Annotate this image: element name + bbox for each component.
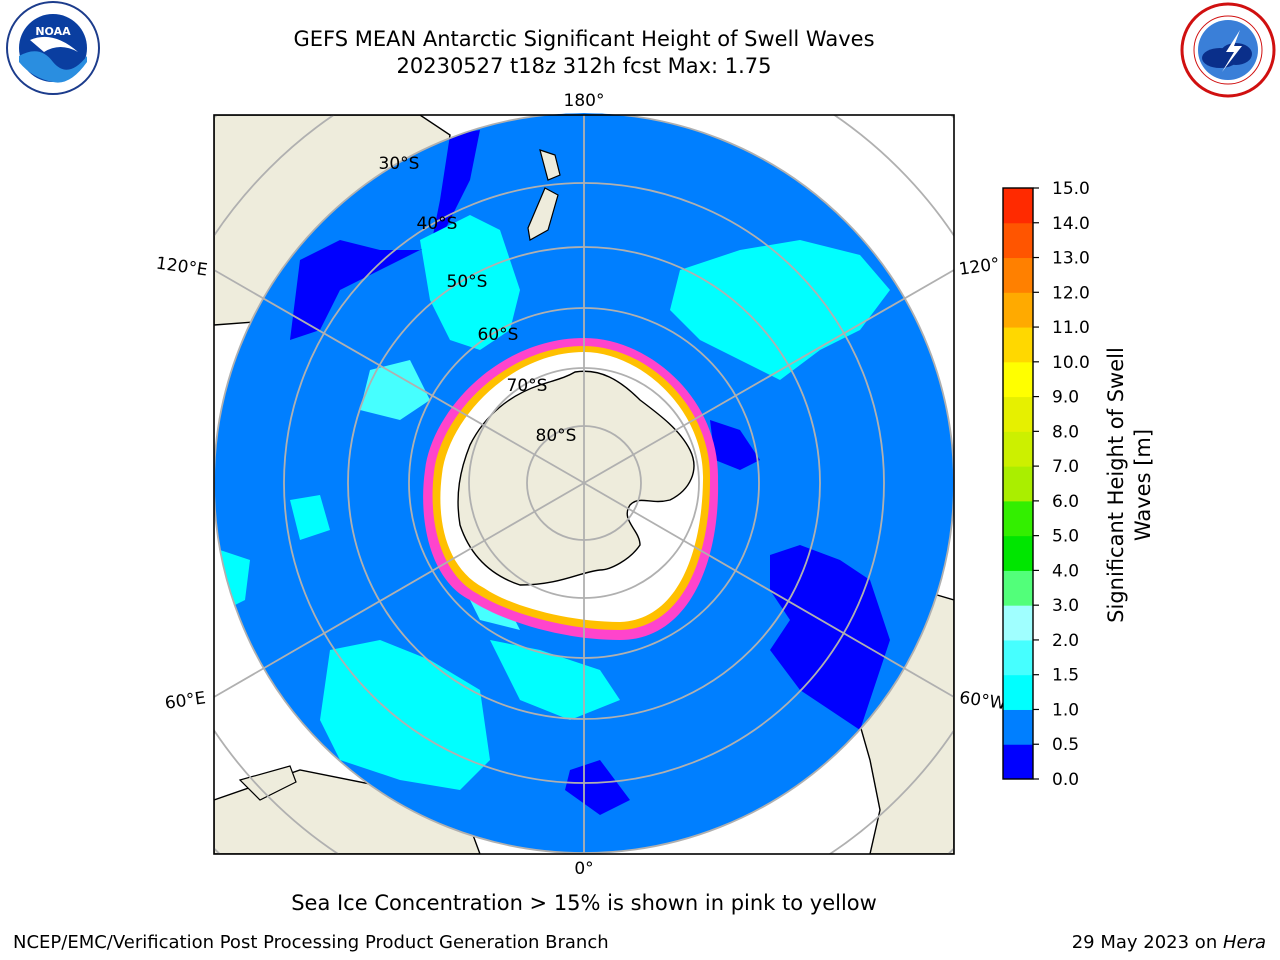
colorbar-tick-label: 7.0 (1052, 457, 1079, 477)
colorbar-tick-label: 14.0 (1052, 214, 1090, 234)
colorbar-tick-label: 0.0 (1052, 770, 1079, 790)
map-frame (213, 114, 955, 855)
colorbar-swatch (1003, 500, 1033, 537)
colorbar-tick-label: 12.0 (1052, 283, 1090, 303)
colorbar-tick-label: 1.5 (1052, 666, 1079, 686)
colorbar-label-line2: Waves [m] (1131, 429, 1155, 541)
colorbar-tick-label: 13.0 (1052, 249, 1090, 269)
colorbar-swatch (1003, 222, 1033, 259)
colorbar-frame (1002, 187, 1034, 780)
footer-credit: NCEP/EMC/Verification Post Processing Pr… (13, 932, 609, 953)
colorbar-tick-label: 15.0 (1052, 179, 1090, 199)
colorbar-swatch (1003, 535, 1033, 571)
colorbar-tick-label: 2.0 (1052, 631, 1079, 651)
noaa-logo-text: NOAA (35, 25, 71, 38)
lat-label-40s: 40°S (417, 214, 458, 234)
colorbar-swatch (1003, 257, 1033, 293)
noaa-logo: NOAA (6, 1, 100, 95)
colorbar-tick-label: 4.0 (1052, 561, 1079, 581)
colorbar-swatch (1003, 709, 1033, 745)
nws-logo (1180, 2, 1276, 98)
footer-date: 29 May 2023 on Hera (1072, 932, 1266, 953)
colorbar-tick-label: 1.0 (1052, 700, 1079, 720)
lat-label-80s: 80°S (536, 426, 577, 446)
colorbar-tick-label: 9.0 (1052, 388, 1079, 408)
colorbar-swatch (1003, 188, 1033, 224)
lat-label-60s: 60°S (478, 325, 519, 345)
chart-title: GEFS MEAN Antarctic Significant Height o… (293, 27, 875, 51)
colorbar-swatch (1003, 327, 1033, 363)
colorbar-swatch (1003, 396, 1033, 432)
colorbar-swatch (1003, 361, 1033, 398)
chart-subtitle: 20230527 t18z 312h fcst Max: 1.75 (396, 54, 772, 78)
colorbar-swatch (1003, 605, 1033, 641)
colorbar-tick-label: 5.0 (1052, 527, 1079, 547)
lat-label-50s: 50°S (447, 272, 488, 292)
colorbar-tick-label: 6.0 (1052, 492, 1079, 512)
colorbar-swatch (1003, 744, 1033, 780)
colorbar-tick-label: 3.0 (1052, 596, 1079, 616)
lat-label-70s: 70°S (507, 376, 548, 396)
colorbar-swatch (1003, 431, 1033, 467)
lon-label-0: 0° (574, 859, 593, 879)
colorbar-swatch (1003, 466, 1033, 502)
colorbar-swatch (1003, 639, 1033, 676)
footer-host: Hera (1222, 932, 1266, 953)
colorbar-tick-label: 10.0 (1052, 353, 1090, 373)
colorbar-tick-label: 8.0 (1052, 422, 1079, 442)
lat-label-30s: 30°S (379, 154, 420, 174)
colorbar-tick-label: 11.0 (1052, 318, 1090, 338)
footer-date-text: 29 May 2023 on (1071, 932, 1223, 953)
colorbar-swatch (1003, 292, 1033, 328)
colorbar-tick-label: 0.5 (1052, 735, 1079, 755)
graticule (214, 115, 954, 854)
colorbar-label-line1: Significant Height of Swell (1104, 347, 1128, 623)
sea-ice-caption: Sea Ice Concentration > 15% is shown in … (291, 891, 877, 915)
colorbar-swatch (1003, 674, 1033, 710)
lon-label-180: 180° (564, 91, 605, 111)
colorbar-swatch (1003, 570, 1033, 606)
